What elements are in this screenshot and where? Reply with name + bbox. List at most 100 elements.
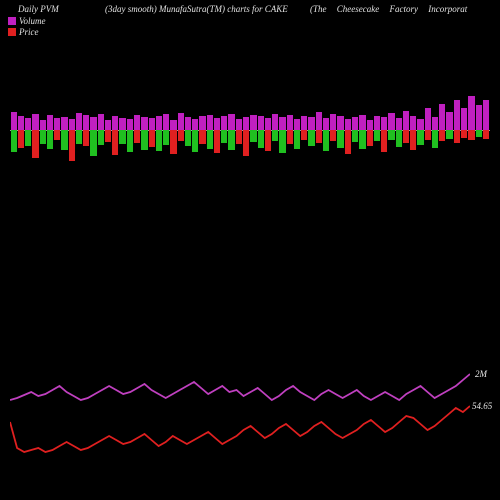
bar-down <box>134 130 140 143</box>
bar-down <box>345 130 351 154</box>
bar-down <box>243 130 249 156</box>
bar-up <box>207 115 213 130</box>
bar-slot <box>483 80 489 180</box>
bar-slot <box>388 80 394 180</box>
bar-down <box>112 130 118 155</box>
bar-slot <box>425 80 431 180</box>
bar-up <box>446 112 452 130</box>
bar-slot <box>396 80 402 180</box>
bar-slot <box>199 80 205 180</box>
bar-up <box>352 117 358 130</box>
bar-slot <box>243 80 249 180</box>
bar-up <box>417 119 423 130</box>
bar-down <box>163 130 169 145</box>
bar-up <box>178 113 184 130</box>
bar-up <box>149 118 155 130</box>
price-axis-label: 54.65 <box>472 401 492 411</box>
bar-slot <box>403 80 409 180</box>
bar-slot <box>11 80 17 180</box>
volume-axis-label: 2M <box>475 369 487 379</box>
bar-up <box>11 112 17 130</box>
bar-down <box>454 130 460 143</box>
bar-down <box>214 130 220 153</box>
bar-down <box>425 130 431 140</box>
bar-slot <box>134 80 140 180</box>
bar-slot <box>40 80 46 180</box>
legend-price-label: Price <box>19 27 39 37</box>
bar-up <box>228 114 234 130</box>
bar-slot <box>156 80 162 180</box>
bar-up <box>32 114 38 130</box>
bar-slot <box>476 80 482 180</box>
bar-up <box>119 118 125 130</box>
bar-up <box>279 117 285 130</box>
bar-down <box>446 130 452 139</box>
bar-up <box>337 116 343 130</box>
bar-up <box>185 117 191 130</box>
bar-down <box>185 130 191 146</box>
bar-down <box>228 130 234 150</box>
price-volume-line-chart <box>10 300 470 470</box>
bar-up <box>316 112 322 130</box>
bar-slot <box>185 80 191 180</box>
bar-slot <box>454 80 460 180</box>
bar-up <box>476 105 482 130</box>
bar-slot <box>250 80 256 180</box>
bar-up <box>243 117 249 130</box>
bar-up <box>461 108 467 130</box>
bar-slot <box>367 80 373 180</box>
bar-up <box>134 115 140 130</box>
bar-down <box>156 130 162 151</box>
bar-up <box>403 111 409 130</box>
bar-slot <box>83 80 89 180</box>
bar-down <box>105 130 111 142</box>
bar-up <box>323 118 329 130</box>
bar-slot <box>410 80 416 180</box>
bar-up <box>396 118 402 130</box>
bar-up <box>250 115 256 130</box>
bar-slot <box>265 80 271 180</box>
bar-down <box>258 130 264 148</box>
bar-up <box>163 114 169 130</box>
bar-down <box>468 130 474 140</box>
bar-up <box>432 117 438 130</box>
bar-slot <box>272 80 278 180</box>
bar-slot <box>308 80 314 180</box>
bar-slot <box>301 80 307 180</box>
bar-down <box>199 130 205 144</box>
bar-down <box>337 130 343 148</box>
bar-up <box>221 116 227 130</box>
bar-down <box>170 130 176 154</box>
bar-up <box>425 108 431 130</box>
bar-down <box>294 130 300 149</box>
bar-up <box>454 100 460 130</box>
bar-up <box>345 119 351 130</box>
bar-down <box>149 130 155 147</box>
bar-slot <box>287 80 293 180</box>
bar-slot <box>170 80 176 180</box>
price-line <box>10 406 470 452</box>
bar-slot <box>236 80 242 180</box>
bar-down <box>403 130 409 143</box>
bar-slot <box>127 80 133 180</box>
bar-slot <box>279 80 285 180</box>
bar-slot <box>337 80 343 180</box>
legend-volume-label: Volume <box>19 16 46 26</box>
bar-up <box>374 116 380 130</box>
bar-down <box>461 130 467 138</box>
bar-up <box>236 119 242 130</box>
bar-up <box>61 117 67 130</box>
bar-down <box>308 130 314 146</box>
bar-down <box>272 130 278 141</box>
bar-up <box>40 120 46 130</box>
bar-down <box>207 130 213 149</box>
bar-down <box>236 130 242 144</box>
bar-up <box>69 119 75 130</box>
bar-slot <box>258 80 264 180</box>
bar-up <box>265 118 271 130</box>
bar-down <box>192 130 198 152</box>
bar-slot <box>178 80 184 180</box>
bar-slot <box>381 80 387 180</box>
volume-bar-chart <box>10 80 490 180</box>
bar-slot <box>221 80 227 180</box>
